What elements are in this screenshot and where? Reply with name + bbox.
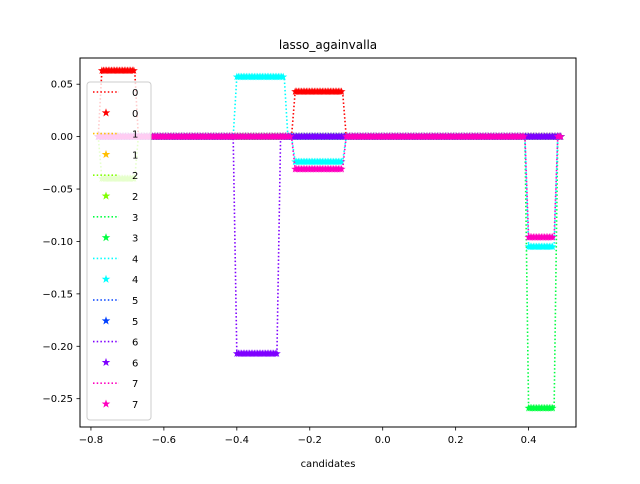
plot-frame — [79, 57, 577, 428]
x-tick-label: −0.6 — [152, 435, 176, 446]
legend-label: 4 — [132, 275, 138, 286]
legend-label: 7 — [132, 400, 138, 411]
legend-star-swatch — [101, 191, 111, 200]
legend-label: 4 — [132, 254, 138, 265]
x-axis-label: candidates — [301, 459, 356, 470]
y-tick-label: 0.00 — [51, 132, 73, 143]
x-tick-label: −0.4 — [225, 435, 249, 446]
legend: 0 0 1 1 2 2 3 3 4 4 5 5 6 6 7 7 — [86, 81, 152, 421]
data-point — [286, 132, 295, 141]
legend-star-swatch — [101, 399, 111, 408]
legend-label: 3 — [132, 213, 138, 224]
data-point — [548, 242, 557, 251]
legend-label: 1 — [132, 150, 138, 161]
legend-label: 5 — [132, 296, 138, 307]
legend-label: 7 — [132, 379, 138, 390]
legend-label: 0 — [132, 88, 138, 99]
y-tick-label: −0.20 — [42, 342, 73, 353]
legend-label: 0 — [132, 109, 138, 120]
data-point — [129, 66, 138, 74]
legend-star-swatch — [101, 357, 111, 367]
data-point — [548, 233, 557, 241]
y-tick-label: −0.10 — [42, 237, 73, 248]
data-point — [337, 157, 346, 166]
legend-label: 2 — [132, 171, 138, 182]
data-point — [337, 87, 346, 95]
data-point — [556, 132, 565, 141]
data-point — [337, 164, 346, 173]
chart-title: lasso_againvalla — [279, 38, 377, 52]
axes-ticks: −0.8 −0.6 −0.4 −0.2 0.0 0.2 0.4 0.05 0.00 −0.05 −0… — [42, 80, 536, 446]
y-tick-label: −0.25 — [42, 394, 73, 405]
legend-star-swatch — [101, 149, 111, 159]
y-tick-label: −0.15 — [42, 289, 73, 300]
x-tick-label: 0.0 — [375, 435, 391, 446]
legend-label: 1 — [132, 130, 138, 141]
legend-star-swatch — [101, 316, 111, 325]
y-tick-label: 0.05 — [51, 80, 73, 91]
legend-star-swatch — [101, 233, 111, 242]
legend-label: 6 — [132, 358, 138, 369]
legend-star-swatch — [101, 108, 111, 117]
x-tick-label: 0.2 — [448, 435, 464, 446]
x-tick-label: −0.8 — [79, 435, 103, 446]
y-tick-label: −0.05 — [42, 185, 73, 196]
data-point — [272, 349, 281, 358]
legend-label: 2 — [132, 192, 138, 203]
x-tick-label: −0.2 — [298, 435, 322, 446]
data-point — [548, 403, 557, 412]
plot-area — [94, 66, 565, 412]
x-tick-label: 0.4 — [521, 435, 537, 446]
legend-box — [86, 81, 152, 421]
legend-label: 3 — [132, 234, 138, 245]
legend-star-swatch — [101, 274, 111, 283]
legend-label: 5 — [132, 317, 138, 328]
data-point — [519, 132, 528, 141]
legend-label: 6 — [132, 338, 138, 349]
data-point — [279, 72, 288, 81]
